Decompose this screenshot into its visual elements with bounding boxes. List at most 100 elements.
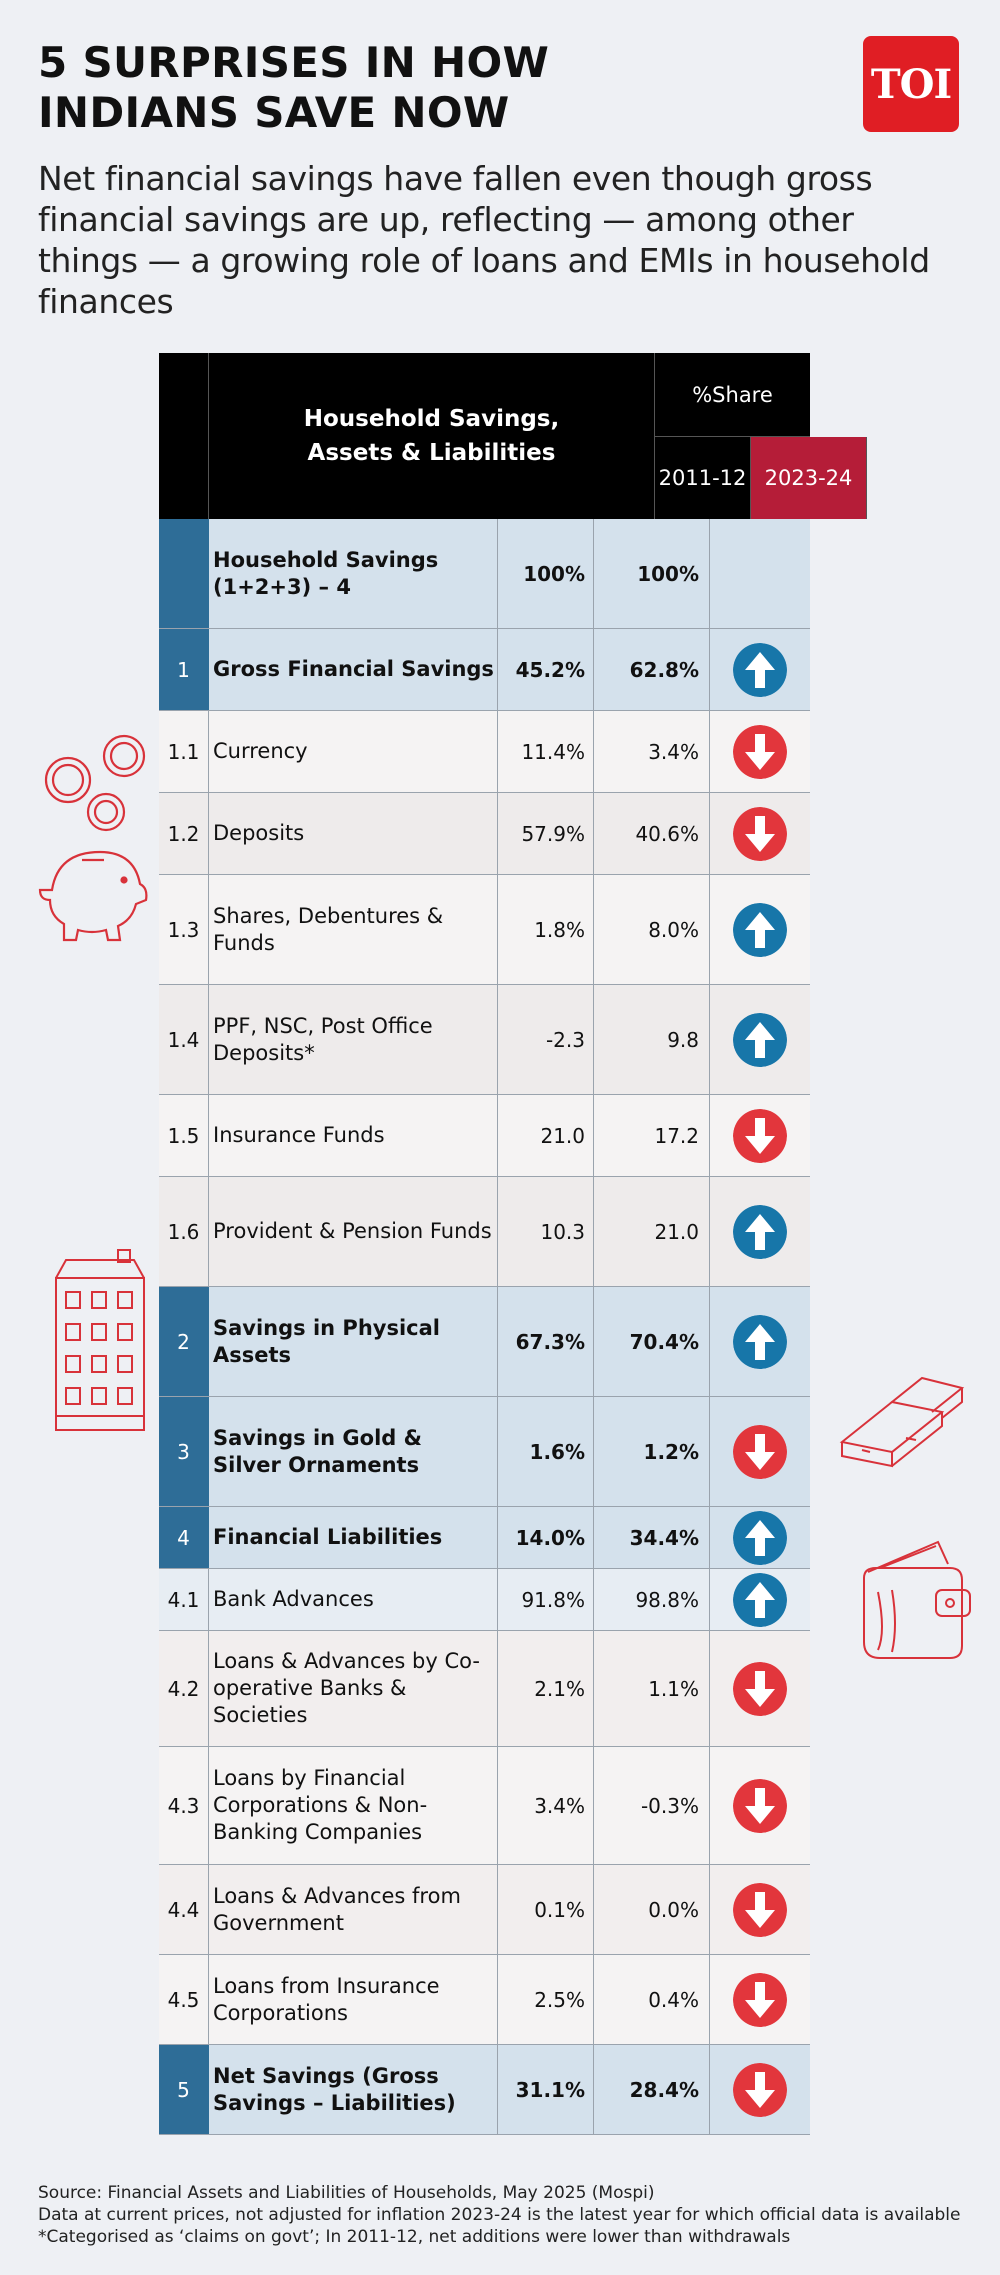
gold-bars-icon — [839, 1376, 965, 1468]
toi-logo: TOI — [863, 36, 959, 132]
row-number: 4.1 — [159, 1569, 209, 1630]
arrow-down-icon — [733, 806, 787, 861]
table-row: 4.4 Loans & Advances from Government 0.1% 0… — [159, 1865, 810, 1955]
title-line-1: 5 SURPRISES IN HOW — [38, 38, 550, 87]
footer: Source: Financial Assets and Liabilities… — [38, 2182, 978, 2248]
arrow-up-icon — [733, 642, 787, 697]
value-2011-12: 57.9% — [498, 793, 594, 874]
trend-cell — [710, 1955, 810, 2044]
value-2023-24: 1.1% — [594, 1631, 710, 1746]
page-title: 5 SURPRISES IN HOW INDIANS SAVE NOW — [38, 38, 818, 138]
row-label: Shares, Debentures & Funds — [209, 875, 498, 984]
coins-piggy-bank-icon — [38, 734, 148, 942]
value-2011-12: 67.3% — [498, 1287, 594, 1396]
table-row: 4.3 Loans by Financial Corporations & Non… — [159, 1747, 810, 1865]
table-row: 3 Savings in Gold & Silver Ornaments 1.6% 1… — [159, 1397, 810, 1507]
trend-cell — [710, 1507, 810, 1568]
row-label: Loans from Insurance Corporations — [209, 1955, 498, 2044]
header-year-2011-12: 2011-12 — [655, 437, 751, 519]
header-num-column — [159, 353, 209, 519]
trend-cell — [710, 1397, 810, 1506]
row-number: 1 — [159, 629, 209, 710]
value-2023-24: -0.3% — [594, 1747, 710, 1864]
header-label: Household Savings, Assets & Liabilities — [209, 353, 655, 519]
trend-cell — [710, 793, 810, 874]
table-body: Household Savings (1+2+3) – 4 100% 100% 1 Gr… — [159, 519, 810, 2135]
row-label: Deposits — [209, 793, 498, 874]
row-number: 5 — [159, 2045, 209, 2134]
row-label: Currency — [209, 711, 498, 792]
value-2023-24: 100% — [594, 519, 710, 628]
value-2011-12: 1.8% — [498, 875, 594, 984]
note-line-1: Data at current prices, not adjusted for… — [38, 2205, 961, 2225]
row-label: Bank Advances — [209, 1569, 498, 1630]
value-2023-24: 21.0 — [594, 1177, 710, 1286]
arrow-down-icon — [733, 1661, 787, 1716]
row-label: Gross Financial Savings — [209, 629, 498, 710]
row-label: Loans by Financial Corporations & Non-Ba… — [209, 1747, 498, 1864]
wallet-icon — [863, 1540, 971, 1659]
row-number: 1.6 — [159, 1177, 209, 1286]
table-row: Household Savings (1+2+3) – 4 100% 100% — [159, 519, 810, 629]
arrow-down-icon — [733, 1108, 787, 1163]
trend-cell — [710, 985, 810, 1094]
value-2023-24: 98.8% — [594, 1569, 710, 1630]
value-2023-24: 40.6% — [594, 793, 710, 874]
row-number: 3 — [159, 1397, 209, 1506]
value-2023-24: 17.2 — [594, 1095, 710, 1176]
arrow-up-icon — [733, 1572, 787, 1627]
table-row: 4.2 Loans & Advances by Co-operative Bank… — [159, 1631, 810, 1747]
row-number: 4.2 — [159, 1631, 209, 1746]
row-label: Household Savings (1+2+3) – 4 — [209, 519, 498, 628]
arrow-down-icon — [733, 2062, 787, 2117]
trend-cell — [710, 1631, 810, 1746]
row-number: 1.4 — [159, 985, 209, 1094]
title-line-2: INDIANS SAVE NOW — [38, 88, 510, 137]
row-label: Savings in Gold & Silver Ornaments — [209, 1397, 498, 1506]
trend-cell — [710, 1287, 810, 1396]
table-row: 4 Financial Liabilities 14.0% 34.4% — [159, 1507, 810, 1569]
row-number: 1.5 — [159, 1095, 209, 1176]
value-2023-24: 70.4% — [594, 1287, 710, 1396]
table-row: 1 Gross Financial Savings 45.2% 62.8% — [159, 629, 810, 711]
savings-table: Household Savings, Assets & Liabilities … — [159, 353, 867, 2135]
table-row: 4.1 Bank Advances 91.8% 98.8% — [159, 1569, 810, 1631]
trend-cell — [710, 1177, 810, 1286]
value-2011-12: 2.1% — [498, 1631, 594, 1746]
trend-cell — [710, 1095, 810, 1176]
table-row: 2 Savings in Physical Assets 67.3% 70.4% — [159, 1287, 810, 1397]
arrow-up-icon — [733, 1510, 787, 1565]
value-2023-24: 1.2% — [594, 1397, 710, 1506]
value-2011-12: 31.1% — [498, 2045, 594, 2134]
value-2011-12: -2.3 — [498, 985, 594, 1094]
trend-cell — [710, 629, 810, 710]
table-title: Household Savings, Assets & Liabilities — [303, 406, 560, 466]
header-share: %Share — [692, 383, 773, 407]
row-number: 4.3 — [159, 1747, 209, 1864]
value-2023-24: 9.8 — [594, 985, 710, 1094]
table-row: 1.2 Deposits 57.9% 40.6% — [159, 793, 810, 875]
row-label: Loans & Advances from Government — [209, 1865, 498, 1954]
trend-cell — [710, 1747, 810, 1864]
source-line: Source: Financial Assets and Liabilities… — [38, 2183, 655, 2203]
arrow-down-icon — [733, 1424, 787, 1479]
value-2011-12: 21.0 — [498, 1095, 594, 1176]
table-row: 1.5 Insurance Funds 21.0 17.2 — [159, 1095, 810, 1177]
arrow-up-icon — [733, 902, 787, 957]
row-label: Net Savings (Gross Savings – Liabilities… — [209, 2045, 498, 2134]
value-2011-12: 11.4% — [498, 711, 594, 792]
arrow-up-icon — [733, 1012, 787, 1067]
value-2011-12: 10.3 — [498, 1177, 594, 1286]
row-label: Insurance Funds — [209, 1095, 498, 1176]
trend-cell — [710, 711, 810, 792]
value-2011-12: 45.2% — [498, 629, 594, 710]
note-line-2: *Categorised as ‘claims on govt’; In 201… — [38, 2227, 791, 2247]
value-2023-24: 34.4% — [594, 1507, 710, 1568]
row-number — [159, 519, 209, 628]
table-row: 1.1 Currency 11.4% 3.4% — [159, 711, 810, 793]
trend-cell — [710, 519, 810, 628]
value-2023-24: 8.0% — [594, 875, 710, 984]
arrow-down-icon — [733, 724, 787, 779]
table-row: 4.5 Loans from Insurance Corporations 2.5%… — [159, 1955, 810, 2045]
row-number: 4.4 — [159, 1865, 209, 1954]
